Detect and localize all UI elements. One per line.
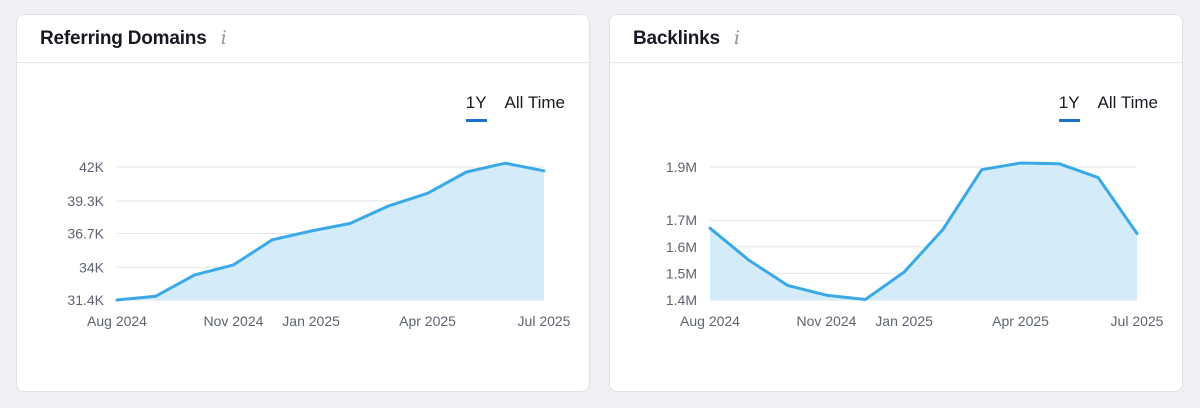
data-point[interactable] bbox=[939, 226, 947, 234]
y-tick-label: 1.6M bbox=[666, 239, 697, 255]
x-tick-label: Jul 2025 bbox=[518, 313, 571, 329]
series-line[interactable] bbox=[115, 161, 546, 302]
x-tick-label: Apr 2025 bbox=[399, 313, 456, 329]
y-tick-label: 36.7K bbox=[67, 226, 104, 242]
data-point[interactable] bbox=[385, 202, 393, 210]
backlinks-chart: 1.9M 1.7M 1.6M 1.5M 1.4M Aug 2024 Nov 2024 Jan … bbox=[666, 159, 1164, 329]
data-point[interactable] bbox=[745, 256, 753, 264]
data-point[interactable] bbox=[784, 281, 792, 289]
data-point[interactable] bbox=[229, 261, 237, 269]
y-tick-label: 1.4M bbox=[666, 292, 697, 308]
tab-all-time[interactable]: All Time bbox=[1097, 93, 1158, 112]
data-point[interactable] bbox=[462, 168, 470, 176]
data-point[interactable] bbox=[152, 292, 160, 300]
data-point[interactable] bbox=[307, 227, 315, 235]
info-icon[interactable]: i bbox=[733, 27, 740, 49]
x-tick-label: Jul 2025 bbox=[1111, 313, 1164, 329]
y-tick-label: 1.9M bbox=[666, 159, 697, 175]
referring-domains-chart: 42K 39.3K 36.7K 34K 31.4K Aug 2024 Nov 2024 Jan… bbox=[67, 159, 571, 329]
card-header: Backlinks i bbox=[610, 15, 1182, 63]
x-tick-label: Jan 2025 bbox=[875, 313, 933, 329]
data-point[interactable] bbox=[424, 189, 432, 197]
data-point[interactable] bbox=[861, 295, 869, 303]
y-tick-label: 42K bbox=[79, 159, 105, 175]
card-header: Referring Domains i bbox=[17, 15, 589, 63]
data-point[interactable] bbox=[822, 291, 830, 299]
data-point[interactable] bbox=[978, 166, 986, 174]
x-tick-label: Nov 2024 bbox=[203, 313, 263, 329]
x-tick-label: Aug 2024 bbox=[87, 313, 147, 329]
data-point[interactable] bbox=[540, 167, 548, 175]
y-tick-label: 31.4K bbox=[67, 292, 104, 308]
time-range-switch: 1Y All Time bbox=[465, 93, 565, 122]
referring-domains-card: Referring Domains i 1Y All Time 42K 39.3K… bbox=[16, 14, 590, 392]
data-point[interactable] bbox=[1055, 160, 1063, 168]
card-title: Backlinks bbox=[633, 27, 720, 49]
x-tick-label: Nov 2024 bbox=[796, 313, 856, 329]
y-tick-label: 39.3K bbox=[67, 193, 104, 209]
y-tick-label: 34K bbox=[79, 259, 105, 275]
data-point[interactable] bbox=[1094, 174, 1102, 182]
data-point[interactable] bbox=[191, 271, 199, 279]
backlinks-card: Backlinks i 1Y All Time 1.9M 1.7M 1.6M 1.5M… bbox=[609, 14, 1183, 392]
info-icon[interactable]: i bbox=[220, 27, 227, 49]
data-point[interactable] bbox=[1133, 230, 1141, 238]
card-title: Referring Domains bbox=[40, 27, 207, 49]
tab-all-time[interactable]: All Time bbox=[504, 93, 565, 112]
y-tick-label: 1.7M bbox=[666, 212, 697, 228]
data-point[interactable] bbox=[900, 268, 908, 276]
data-point[interactable] bbox=[113, 296, 121, 304]
series-area bbox=[710, 163, 1137, 300]
y-tick-label: 1.5M bbox=[666, 265, 697, 281]
series-area bbox=[117, 163, 544, 300]
data-point[interactable] bbox=[706, 224, 714, 232]
tab-1y[interactable]: 1Y bbox=[1058, 93, 1080, 122]
data-point[interactable] bbox=[501, 159, 509, 167]
time-range-switch: 1Y All Time bbox=[1058, 93, 1158, 122]
x-tick-label: Aug 2024 bbox=[680, 313, 740, 329]
data-point[interactable] bbox=[346, 219, 354, 227]
x-tick-label: Jan 2025 bbox=[282, 313, 340, 329]
tab-1y[interactable]: 1Y bbox=[465, 93, 487, 122]
data-point[interactable] bbox=[1017, 159, 1025, 167]
x-tick-label: Apr 2025 bbox=[992, 313, 1049, 329]
data-point[interactable] bbox=[268, 236, 276, 244]
series-line[interactable] bbox=[708, 161, 1139, 301]
